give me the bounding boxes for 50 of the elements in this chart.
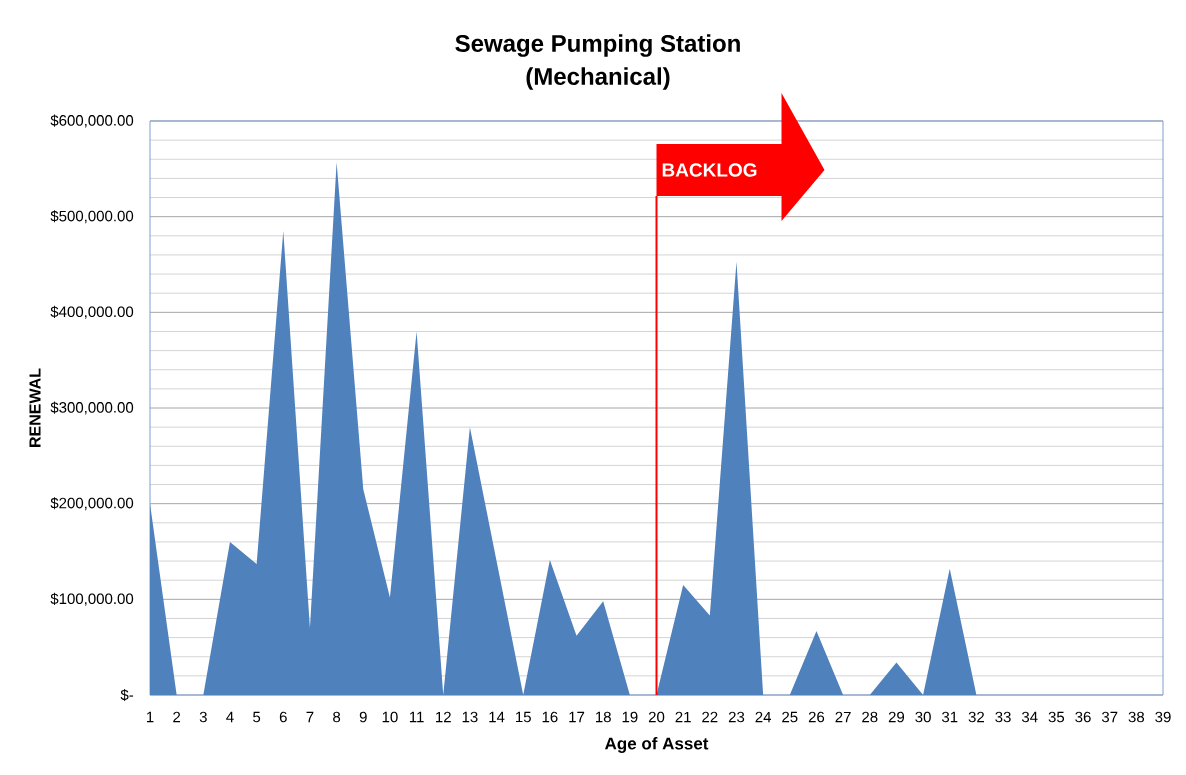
- y-tick-label: $500,000.00: [50, 210, 134, 224]
- x-tick-label: 28: [862, 711, 878, 723]
- x-tick-label: 35: [1048, 711, 1065, 723]
- x-tick-label: 21: [675, 711, 691, 723]
- x-tick-label: 10: [382, 711, 398, 723]
- x-tick-label: 1: [146, 711, 154, 723]
- x-tick-label: 25: [782, 711, 798, 723]
- x-tick-label: 39: [1155, 711, 1171, 723]
- x-tick-label: 15: [516, 711, 531, 723]
- x-tick-label: 7: [306, 711, 314, 723]
- y-axis-title: RENEWAL: [29, 368, 41, 447]
- x-tick-label: 22: [702, 711, 718, 723]
- x-tick-label: 14: [489, 711, 505, 723]
- x-tick-label: 33: [995, 711, 1011, 723]
- x-tick-label: 26: [808, 711, 825, 723]
- x-tick-label: 23: [728, 711, 745, 723]
- x-tick-label: 11: [409, 711, 424, 723]
- x-tick-label: 9: [359, 711, 367, 723]
- x-tick-label: 8: [333, 711, 341, 723]
- x-tick-label: 30: [915, 711, 931, 723]
- x-tick-label: 27: [835, 711, 851, 723]
- x-tick-label: 18: [595, 711, 611, 723]
- x-tick-label: 20: [648, 711, 665, 723]
- y-tick-label: $300,000.00: [50, 401, 134, 415]
- chart-title: Sewage Pumping Station (Mechanical): [455, 34, 740, 90]
- y-tick-label: $600,000.00: [50, 114, 134, 128]
- x-tick-label: 24: [755, 711, 772, 723]
- x-tick-label: 12: [436, 711, 451, 723]
- x-tick-label: 32: [968, 711, 984, 723]
- x-tick-label: 5: [253, 711, 261, 723]
- y-tick-label: $-: [120, 688, 134, 702]
- x-tick-label: 17: [569, 711, 585, 723]
- x-tick-label: 2: [173, 711, 181, 723]
- x-axis-title: Age of Asset: [604, 737, 709, 753]
- x-tick-label: 29: [888, 711, 905, 723]
- x-tick-label: 6: [279, 711, 287, 723]
- y-tick-label: $100,000.00: [50, 592, 134, 606]
- x-tick-label: 13: [462, 711, 478, 723]
- x-tick-label: 4: [226, 711, 234, 723]
- x-tick-label: 31: [941, 711, 958, 723]
- x-tick-label: 16: [542, 711, 558, 723]
- x-tick-label: 3: [199, 711, 207, 723]
- x-tick-label: 38: [1128, 711, 1145, 723]
- x-tick-label: 37: [1101, 711, 1118, 723]
- x-tick-label: 34: [1021, 711, 1038, 723]
- ref-line-label: BACKLOG: [662, 163, 757, 177]
- y-tick-label: $400,000.00: [50, 305, 134, 319]
- x-tick-label: 19: [622, 711, 638, 723]
- y-tick-label: $200,000.00: [50, 497, 134, 511]
- x-tick-label: 36: [1075, 711, 1091, 723]
